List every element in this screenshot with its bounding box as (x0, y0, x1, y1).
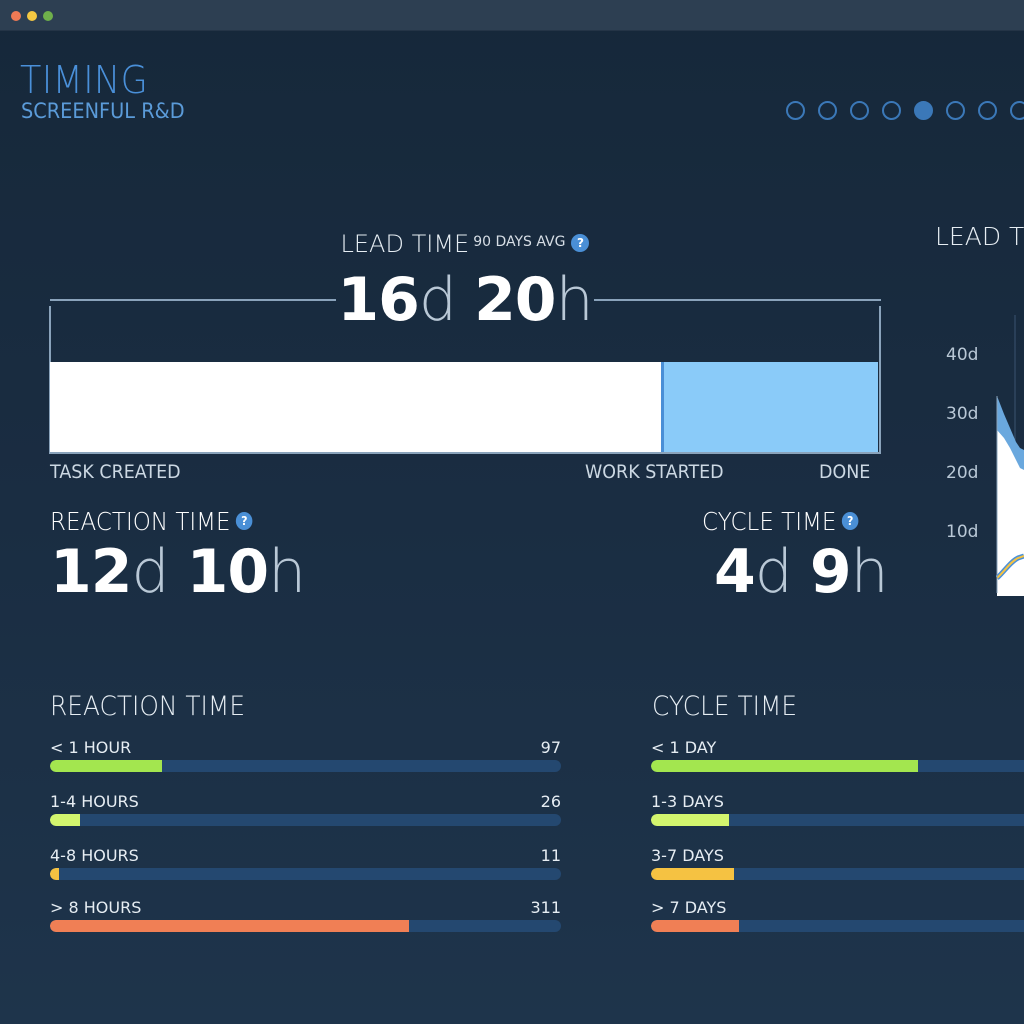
reaction-row-gt-8h[interactable]: > 8 HOURS 311 (50, 898, 561, 934)
cycle-time-label: CYCLE TIME? (702, 507, 859, 536)
row-fill (651, 868, 734, 880)
days-unit: d (754, 537, 793, 607)
axis-task-created: TASK CREATED (50, 461, 181, 483)
row-fill (651, 814, 729, 826)
maximize-window-button[interactable] (43, 11, 53, 21)
row-track (50, 868, 561, 880)
minimize-window-button[interactable] (27, 11, 37, 21)
row-track (651, 814, 1024, 826)
pager-dot-6[interactable] (946, 101, 965, 120)
cycle-hours: 9 (809, 537, 852, 607)
reaction-distribution-title: REACTION TIME (50, 691, 246, 722)
row-label: > 8 HOURS (50, 898, 142, 917)
page-subtitle: SCREENFUL R&D (21, 99, 185, 123)
reaction-row-lt-1h[interactable]: < 1 HOUR 97 (50, 738, 561, 774)
cycle-segment[interactable] (661, 362, 878, 452)
row-label: 3-7 DAYS (651, 846, 724, 865)
help-icon[interactable]: ? (571, 234, 590, 252)
trend-chart-title: LEAD T (935, 222, 1024, 251)
reaction-row-4-8h[interactable]: 4-8 HOURS 11 (50, 846, 561, 882)
row-label: < 1 DAY (651, 738, 717, 757)
lead-time-days: 16 (337, 265, 419, 335)
lead-time-value: 16d 20h (0, 265, 930, 335)
y-tick-10d: 10d (946, 522, 979, 542)
cycle-time-value: 4d 9h (714, 537, 889, 607)
reaction-segment[interactable] (50, 362, 661, 452)
window-titlebar (0, 0, 1024, 31)
row-track (50, 760, 561, 772)
reaction-time-value: 12d 10h (50, 537, 306, 607)
days-unit: d (131, 537, 170, 607)
row-track (651, 920, 1024, 932)
cycle-time-label-text: CYCLE TIME (702, 507, 837, 536)
lead-time-sublabel: 90 DAYS AVG (473, 234, 566, 250)
y-tick-20d: 20d (946, 463, 979, 483)
trend-chart-area (996, 315, 1024, 596)
cycle-distribution-title: CYCLE TIME (652, 691, 798, 722)
close-window-button[interactable] (11, 11, 21, 21)
hours-unit: h (268, 537, 306, 607)
lead-time-hours: 20 (474, 265, 556, 335)
row-track (651, 868, 1024, 880)
slide-pager (786, 101, 1024, 120)
pager-dot-2[interactable] (818, 101, 837, 120)
row-count: 11 (540, 846, 561, 865)
help-icon[interactable]: ? (236, 512, 253, 530)
lead-time-rule-right (594, 299, 881, 301)
lead-time-header: LEAD TIME 90 DAYS AVG? (0, 230, 930, 258)
row-count: 26 (540, 792, 561, 811)
hours-unit: h (850, 537, 889, 607)
pager-dot-4[interactable] (882, 101, 901, 120)
reaction-time-label-text: REACTION TIME (50, 507, 231, 536)
hours-unit: h (555, 265, 594, 335)
pager-dot-3[interactable] (850, 101, 869, 120)
row-label: 1-3 DAYS (651, 792, 724, 811)
cycle-row-lt-1d[interactable]: < 1 DAY (651, 738, 1024, 774)
help-icon[interactable]: ? (841, 512, 859, 530)
lead-time-rule-left (50, 299, 336, 301)
lead-time-bar (50, 362, 880, 454)
reaction-days: 12 (50, 537, 132, 607)
cycle-row-1-3d[interactable]: 1-3 DAYS (651, 792, 1024, 828)
pager-dot-8[interactable] (1010, 101, 1024, 120)
cycle-row-gt-7d[interactable]: > 7 DAYS (651, 898, 1024, 934)
pager-dot-5-active[interactable] (914, 101, 933, 120)
row-track (50, 920, 561, 932)
lead-time-label: LEAD TIME (340, 230, 470, 258)
row-fill (651, 920, 739, 932)
y-tick-40d: 40d (946, 345, 979, 365)
row-fill (651, 760, 918, 772)
reaction-time-label: REACTION TIME? (50, 507, 253, 536)
reaction-row-1-4h[interactable]: 1-4 HOURS 26 (50, 792, 561, 828)
row-track (50, 814, 561, 826)
axis-work-started: WORK STARTED (585, 461, 724, 483)
row-track (651, 760, 1024, 772)
lead-time-bracket-right (879, 306, 881, 454)
cycle-row-3-7d[interactable]: 3-7 DAYS (651, 846, 1024, 882)
row-fill (50, 760, 162, 772)
page-title: TIMING (20, 58, 149, 102)
row-label: < 1 HOUR (50, 738, 132, 757)
cycle-days: 4 (714, 537, 756, 607)
y-tick-30d: 30d (946, 404, 979, 424)
row-count: 311 (530, 898, 561, 917)
row-label: > 7 DAYS (651, 898, 727, 917)
pager-dot-1[interactable] (786, 101, 805, 120)
row-label: 4-8 HOURS (50, 846, 139, 865)
days-unit: d (418, 265, 457, 335)
axis-done: DONE (819, 461, 871, 483)
pager-dot-7[interactable] (978, 101, 997, 120)
row-fill (50, 814, 80, 826)
row-count: 97 (540, 738, 561, 757)
reaction-hours: 10 (186, 537, 269, 607)
row-fill (50, 920, 409, 932)
row-fill (50, 868, 59, 880)
row-label: 1-4 HOURS (50, 792, 139, 811)
